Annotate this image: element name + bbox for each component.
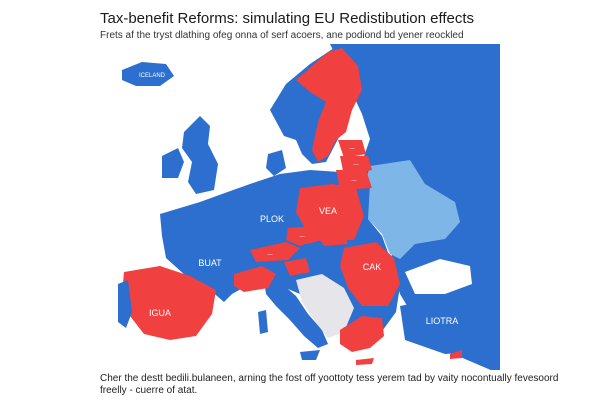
region-balkans: [296, 274, 354, 338]
label-central-1: —: [300, 234, 305, 240]
region-greece: [340, 316, 384, 352]
region-portugal: [118, 280, 132, 328]
label-iceland: ICELAND: [139, 73, 166, 79]
region-turkey: [400, 294, 500, 354]
region-italy: [264, 280, 328, 348]
label-west: BUAT: [198, 258, 222, 268]
region-slovakia: [316, 232, 348, 246]
label-north-east: VEA: [319, 206, 337, 216]
region-hungary: [304, 242, 338, 266]
region-switzerland: [284, 258, 310, 276]
region-ukraine: [362, 160, 460, 259]
caption-line-2: freelly - cuerre of atat.: [100, 385, 198, 396]
region-iceland: [122, 62, 174, 86]
region-sardinia: [258, 310, 268, 334]
region-austria: [250, 242, 300, 262]
map-subtitle: Frets af the tryst dlathing ofeg onna of…: [100, 30, 464, 41]
region-sweden-finland: [296, 48, 362, 162]
region-cyprus: [450, 350, 462, 359]
map-caption: Cher the destt bedili.bulaneen, arning t…: [100, 373, 559, 397]
label-iberia: IGUA: [149, 308, 171, 318]
region-baltic-north: [338, 140, 366, 158]
europe-map: ICELAND BUAT PLOK VEA CAK IGUA LIOTRA — …: [100, 44, 500, 370]
region-denmark: [266, 150, 286, 176]
region-great-britain: [182, 116, 218, 194]
map-title: Tax-benefit Reforms: simulating EU Redis…: [100, 10, 475, 27]
label-baltic-3: —: [352, 178, 357, 184]
region-crete: [356, 358, 374, 365]
region-slovenia-croatia: [234, 266, 276, 292]
region-romania: [340, 242, 400, 306]
region-baltic-south: [336, 170, 372, 190]
black-sea: [405, 259, 472, 294]
caption-line-1: Cher the destt bedili.bulaneen, arning t…: [100, 373, 559, 384]
region-poland: [296, 184, 364, 240]
label-south-east: CAK: [363, 262, 382, 272]
region-ireland: [162, 148, 184, 178]
label-east: LIOTRA: [426, 316, 459, 326]
region-iberia: [122, 266, 216, 340]
label-baltic-1: —: [350, 146, 355, 152]
region-czechia: [286, 226, 322, 246]
label-central-2: —: [268, 252, 273, 258]
region-sicily: [300, 350, 320, 360]
label-center: PLOK: [260, 214, 284, 224]
label-baltic-2: —: [354, 162, 359, 168]
